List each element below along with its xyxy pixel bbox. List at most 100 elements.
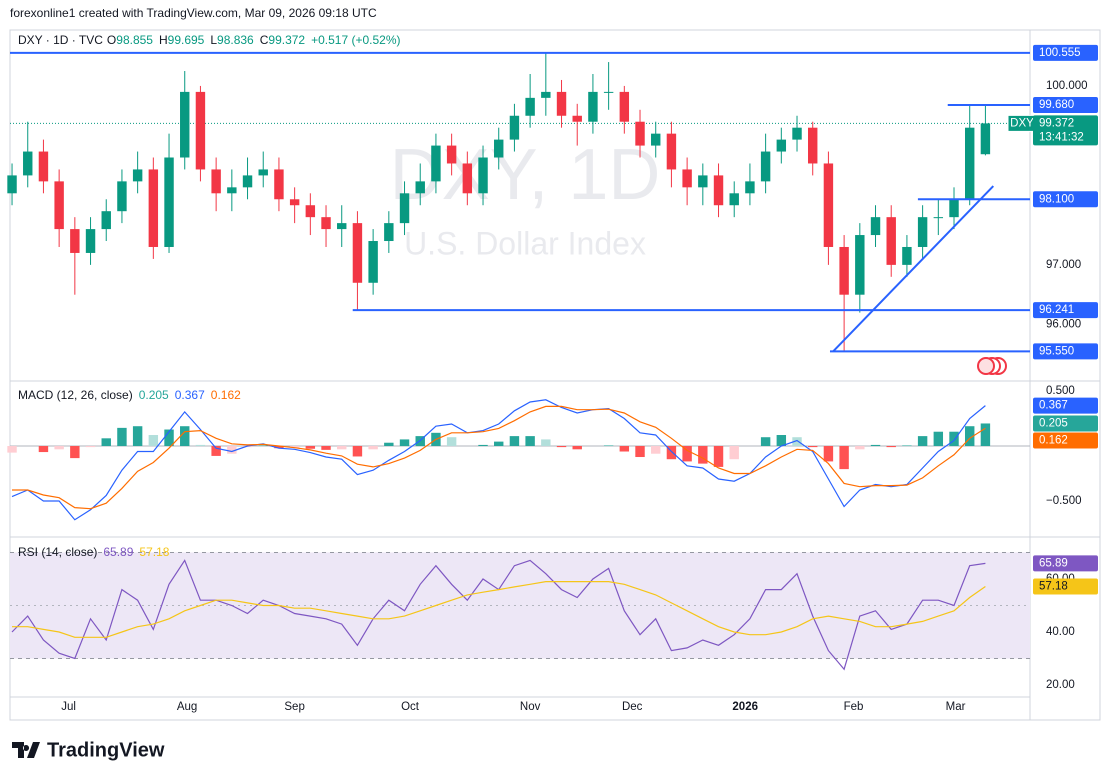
histogram-bar: [541, 439, 551, 447]
candle-body: [274, 169, 284, 200]
macd-line: [11, 399, 986, 521]
x-tick-label: Feb: [844, 701, 864, 713]
level-label: 100.555: [1039, 47, 1081, 59]
histogram-bar: [635, 446, 645, 458]
macd-legend: MACD (12, 26, close) 0.205 0.367 0.162: [18, 388, 241, 402]
candle-body: [195, 91, 206, 170]
histogram-bar: [7, 446, 17, 453]
y-tick-label: 0.500: [1046, 385, 1075, 397]
candle-body: [666, 133, 677, 170]
candle-body: [588, 91, 598, 122]
candle-body: [38, 151, 49, 182]
histogram-bar: [101, 438, 111, 447]
candle-body: [180, 91, 190, 158]
histogram-bar: [509, 436, 520, 447]
histogram-bar: [682, 446, 692, 462]
y-tick-label: 20.00: [1046, 679, 1075, 691]
price-tag-bg: [1033, 115, 1098, 146]
watermark: DXY, 1D: [390, 135, 661, 215]
change: +0.517 (+0.52%): [311, 33, 400, 47]
candle-body: [352, 223, 363, 283]
candle-body: [227, 187, 237, 194]
candle-body: [117, 181, 127, 212]
candle-body: [164, 157, 174, 247]
candle-body: [902, 246, 912, 265]
candle-body: [556, 91, 567, 116]
candle-body: [792, 127, 802, 140]
histogram-bar: [352, 446, 363, 457]
attribution: forexonline1 created with TradingView.co…: [10, 6, 377, 20]
histogram-bar: [713, 446, 724, 467]
price-tag-symbol: DXY: [1010, 117, 1034, 129]
histogram-bar: [808, 446, 818, 448]
rsi-legend-value: 65.89: [103, 545, 133, 559]
candle-body: [321, 217, 331, 230]
trendline: [832, 185, 995, 353]
candle-body: [368, 241, 378, 283]
candle-body: [70, 229, 80, 253]
event-circle[interactable]: [977, 357, 995, 375]
histogram-bar: [164, 429, 174, 447]
candle-body: [431, 145, 441, 182]
level-label: 98.100: [1039, 193, 1074, 205]
histogram-bar: [227, 446, 237, 454]
candle-body: [541, 91, 551, 98]
candle-body: [651, 133, 661, 146]
candle-body: [729, 193, 739, 206]
histogram-value-label: 0.205: [1039, 417, 1068, 429]
level-label-bg: [1033, 343, 1098, 360]
candle-body: [776, 139, 787, 152]
candle-body: [713, 175, 724, 206]
histogram-bar: [823, 446, 834, 462]
candle-body: [917, 217, 928, 247]
rsi-value-label-bg: [1033, 578, 1098, 595]
price-tag-value: 99.372: [1039, 117, 1074, 129]
candle-body: [823, 163, 834, 247]
histogram-bar: [195, 444, 206, 447]
histogram-bar: [965, 426, 975, 447]
candle-body: [886, 217, 896, 265]
histogram-bar: [38, 446, 49, 453]
rsi-value-label-bg: [1033, 555, 1098, 572]
candle-body: [54, 181, 64, 230]
histogram-bar: [698, 446, 708, 464]
histogram-bar: [949, 431, 959, 447]
candle-body: [337, 223, 347, 230]
candle-body: [682, 169, 692, 188]
candle-body: [698, 175, 708, 188]
candle-body: [808, 127, 818, 164]
events-icon[interactable]: [977, 357, 1007, 375]
histogram-bar: [902, 445, 912, 447]
histogram-bar: [525, 436, 535, 447]
rsi-title: RSI (14, close): [18, 545, 97, 559]
symbol: DXY · 1D · TVC: [18, 33, 103, 47]
histogram-bar: [917, 436, 928, 447]
candle-body: [399, 193, 410, 224]
logo-mark: [12, 742, 40, 758]
brand-name: TradingView: [47, 739, 165, 761]
ohlc-key: H: [159, 33, 168, 47]
candle-body: [101, 211, 111, 230]
x-tick-label: Jul: [61, 701, 76, 713]
candle-body: [949, 199, 959, 218]
histogram-bar: [870, 444, 881, 447]
candle-body: [415, 181, 425, 194]
candle-body: [462, 163, 473, 194]
candle-body: [384, 223, 394, 242]
candle-body: [619, 91, 630, 122]
histogram-bar: [258, 445, 268, 447]
histogram-bar: [305, 446, 316, 449]
candle-body: [745, 181, 755, 194]
histogram-bar: [211, 446, 221, 456]
candle-body: [509, 115, 520, 140]
rsi-line: [12, 581, 986, 638]
histogram-bar: [384, 442, 394, 447]
x-tick-label: Nov: [520, 701, 541, 713]
candle-body: [211, 169, 221, 194]
histogram-bar: [446, 437, 457, 447]
candle-body: [148, 169, 159, 247]
rsi-value-label: 57.18: [1039, 580, 1068, 592]
histogram-bar: [274, 446, 284, 449]
histogram-bar: [603, 445, 614, 447]
histogram-bar: [180, 426, 190, 447]
